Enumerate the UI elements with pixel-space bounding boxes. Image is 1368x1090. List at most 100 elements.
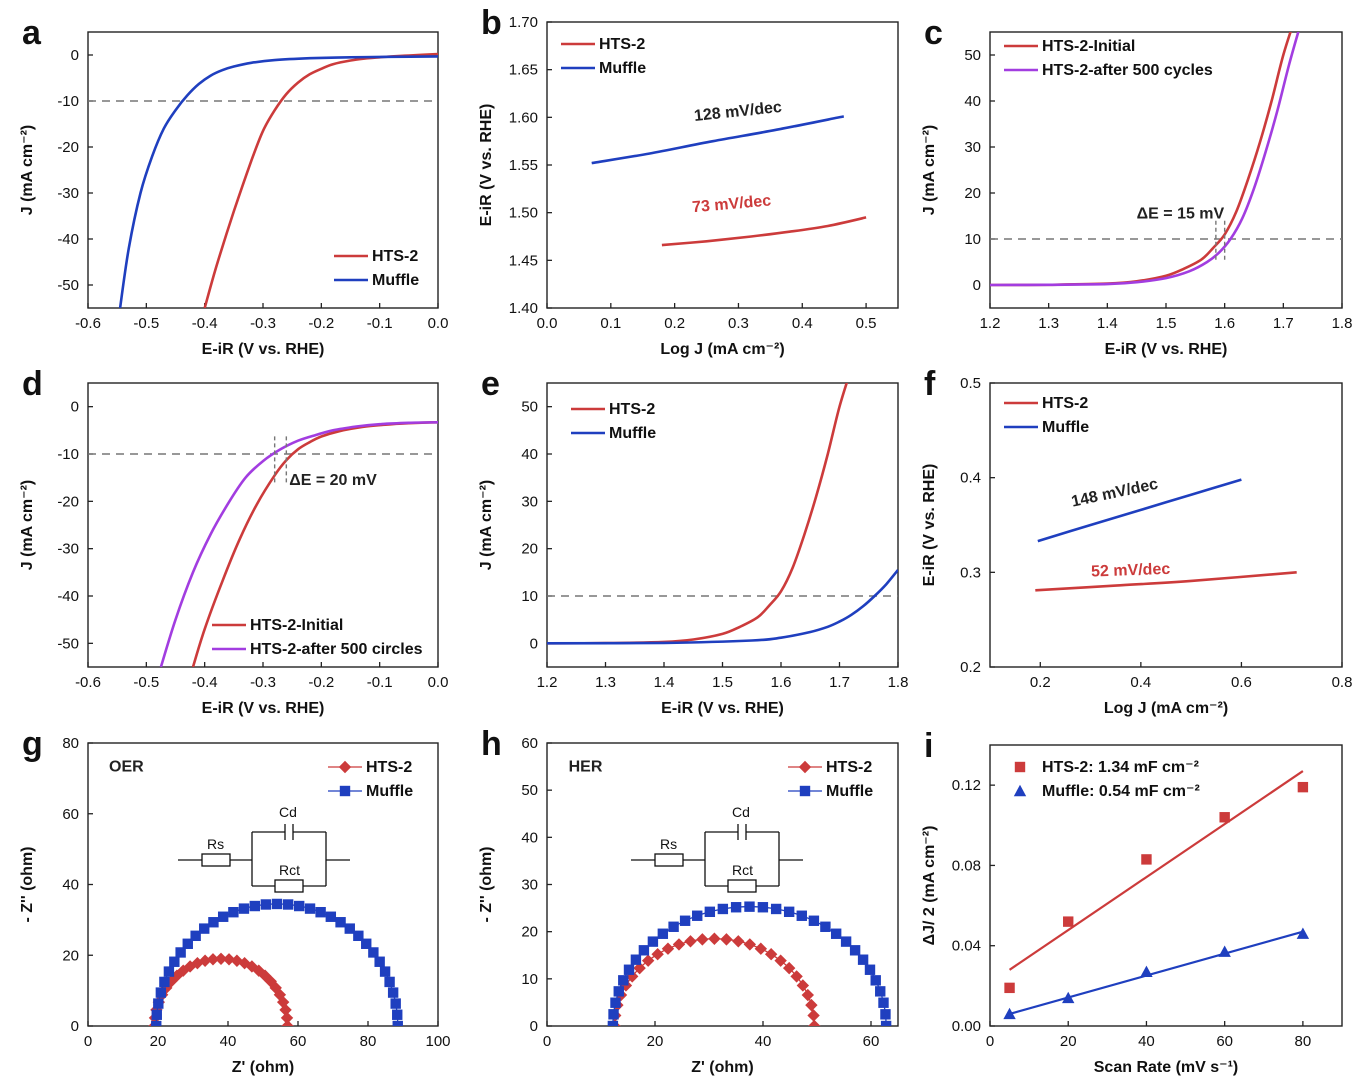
- data-point: [732, 935, 745, 948]
- legend-label: Muffle: [366, 783, 413, 800]
- data-point: [198, 954, 212, 967]
- data-point: [222, 953, 236, 966]
- x-tick-label: 80: [360, 1033, 377, 1050]
- y-tick-label: 40: [521, 446, 538, 463]
- legend-swatch-marker: [798, 760, 812, 774]
- y-tick-label: 1.50: [509, 205, 538, 222]
- series-line-1: [990, 32, 1300, 287]
- y-tick-label: 10: [521, 588, 538, 605]
- data-point: [155, 987, 167, 998]
- x-tick-label: 1.6: [771, 674, 792, 691]
- data-point: [238, 903, 250, 914]
- x-tick-label: 1.2: [537, 674, 558, 691]
- annotation: 73 mV/dec: [692, 192, 772, 216]
- x-tick-label: -0.1: [367, 674, 393, 691]
- x-tick-label: 0.0: [537, 315, 558, 332]
- legend-f: HTS-2 Muffle: [1004, 395, 1089, 436]
- data-point: [796, 910, 807, 921]
- x-axis-label: Log J (mA cm⁻²): [660, 341, 784, 358]
- x-tick-label: 1.7: [1273, 315, 1294, 332]
- data-point: [151, 1020, 162, 1026]
- circuit-label: Cd: [732, 804, 750, 820]
- data-point: [392, 1020, 403, 1026]
- x-tick-label: 1.7: [829, 674, 850, 691]
- y-tick-label: 0.04: [952, 938, 981, 955]
- x-axis-label: Scan Rate (mV s⁻¹): [1094, 1059, 1238, 1076]
- x-tick-label: 100: [425, 1033, 450, 1050]
- equivalent-circuit: [178, 824, 350, 893]
- legend-label: HTS-2: [1042, 395, 1088, 412]
- x-tick-label: 60: [290, 1033, 307, 1050]
- data-point: [613, 986, 624, 997]
- data-point: [807, 1009, 820, 1022]
- y-tick-label: -20: [57, 139, 79, 156]
- annotation: 52 mV/dec: [1091, 561, 1171, 581]
- x-tick-label: -0.2: [308, 315, 334, 332]
- data-point: [770, 903, 782, 915]
- data-point: [744, 901, 755, 912]
- x-tick-label: -0.3: [250, 674, 276, 691]
- x-tick-label: -0.4: [192, 315, 218, 332]
- series-group: [591, 115, 867, 247]
- y-tick-label: 0: [530, 635, 538, 652]
- data-point: [258, 969, 272, 982]
- y-tick-label: -50: [57, 635, 79, 652]
- x-axis-label: Z' (ohm): [691, 1059, 753, 1076]
- y-tick-label: 30: [521, 877, 538, 894]
- data-point: [392, 1009, 403, 1020]
- y-axis-label: - Z'' (ohm): [19, 846, 36, 922]
- x-tick-label: 0: [543, 1033, 551, 1050]
- y-tick-label: -30: [57, 185, 79, 202]
- x-tick-label: 1.5: [1156, 315, 1177, 332]
- data-point: [170, 969, 184, 982]
- x-tick-label: 20: [150, 1033, 167, 1050]
- data-point: [638, 945, 650, 956]
- data-point: [805, 998, 818, 1012]
- y-tick-label: -20: [57, 493, 79, 510]
- legend-d: HTS-2-Initial HTS-2-after 500 circles: [212, 617, 423, 658]
- data-point: [849, 945, 861, 956]
- y-tick-label: 10: [964, 231, 981, 248]
- series-group: [607, 901, 892, 1026]
- data-point: [160, 981, 173, 995]
- x-tick-label: 1.4: [654, 674, 675, 691]
- x-tick-label: 0: [986, 1033, 994, 1050]
- series-group: [547, 383, 898, 645]
- y-tick-label: -50: [57, 277, 79, 294]
- data-point: [279, 1003, 292, 1017]
- data-point: [374, 956, 385, 967]
- legend-e: HTS-2 Muffle: [571, 401, 656, 442]
- legend-label: Muffle: [826, 783, 873, 800]
- data-point: [757, 902, 769, 913]
- x-axis-label: Z' (ohm): [232, 1059, 294, 1076]
- data-point: [679, 915, 691, 926]
- x-tick-label: -0.3: [250, 315, 276, 332]
- circuit-label: Rs: [660, 836, 677, 852]
- data-point: [165, 975, 178, 988]
- data-point: [344, 923, 355, 934]
- data-point: [260, 899, 272, 910]
- legend-swatch-marker: [338, 760, 352, 774]
- legend-label: HTS-2-after 500 circles: [250, 641, 423, 658]
- data-point: [280, 1011, 294, 1025]
- y-axis-label: J (mA cm⁻²): [19, 125, 36, 216]
- legend-swatch-marker: [339, 785, 351, 797]
- data-point: [214, 952, 228, 965]
- linear-fit-line: [1008, 770, 1304, 971]
- x-tick-label: 0.4: [792, 315, 813, 332]
- data-point: [870, 975, 881, 986]
- data-point: [820, 921, 831, 932]
- data-point: [857, 954, 869, 965]
- data-point: [304, 903, 316, 914]
- x-axis-label: E-iR (V vs. RHE): [202, 341, 325, 358]
- y-tick-label: 1.70: [509, 14, 538, 31]
- series-line-0: [990, 32, 1292, 287]
- panel-a: a -0.6 -0.5 -0.4 -0.3 -0.2 -0.1 0.0 0 -10 -20 -30 -4…: [19, 14, 448, 358]
- y-tick-label: 40: [62, 877, 79, 894]
- y-tick-label: 30: [964, 139, 981, 156]
- x-tick-label: 40: [1138, 1033, 1155, 1050]
- plot-frame-i: [989, 744, 1343, 1027]
- y-tick-label: 0: [71, 399, 79, 416]
- data-point: [191, 956, 204, 970]
- legend-label: Muffle: [609, 425, 656, 442]
